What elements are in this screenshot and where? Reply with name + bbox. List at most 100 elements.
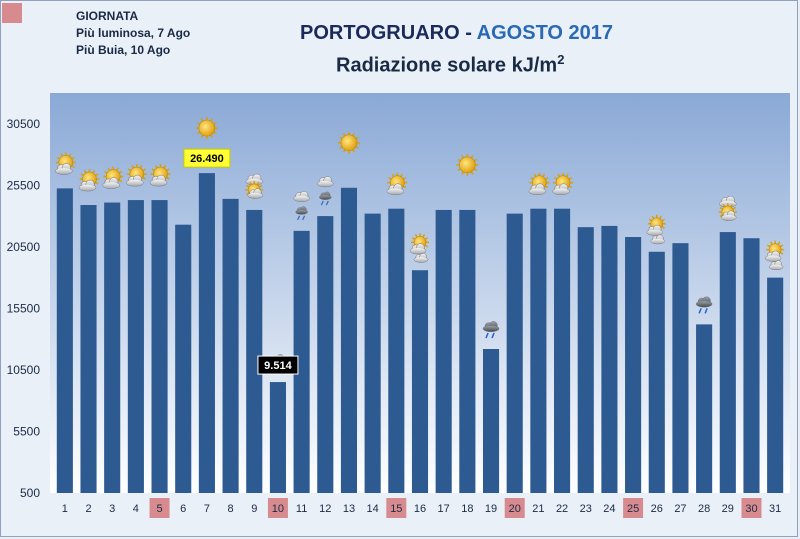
x-tick-label: 25	[627, 503, 639, 515]
y-tick-label: 15500	[7, 301, 41, 315]
bar-day-20	[506, 213, 523, 493]
cloud-rain-icon	[317, 176, 334, 206]
partly-cloudy-icon	[409, 233, 429, 263]
partly-sunny-icon	[126, 164, 147, 187]
bar-day-13	[340, 187, 358, 493]
x-tick-label: 7	[204, 503, 210, 515]
bar-day-28	[696, 324, 713, 493]
x-tick-label: 12	[319, 503, 331, 515]
x-tick-label: 13	[343, 503, 355, 515]
partly-cloudy-icon	[764, 240, 785, 271]
title-month: AGOSTO 2017	[476, 22, 614, 44]
x-tick-label: 4	[133, 503, 139, 515]
day-legend: GIORNATA Più luminosa, 7 Ago Più Buia, 1…	[76, 8, 190, 59]
highlight-day-marker	[149, 498, 170, 518]
bar-day-22	[554, 208, 571, 493]
x-tick-label: 24	[603, 503, 615, 515]
highlight-day-marker	[504, 498, 525, 518]
bar-day-18	[459, 209, 476, 493]
chart-title: PORTOGRUARO - AGOSTO 2017	[300, 22, 640, 45]
bar-day-9	[246, 209, 263, 493]
partly-sunny-icon	[149, 164, 171, 187]
legend-darkest-day: Più Buia, 10 Ago	[76, 43, 171, 57]
highlight-day-marker	[741, 498, 762, 518]
storm-cloud-icon	[482, 321, 500, 339]
sun-icon	[456, 153, 479, 176]
highlight-day-marker	[386, 498, 407, 518]
bar-day-17	[435, 209, 452, 493]
partly-sunny-icon	[386, 172, 408, 196]
bar-day-23	[577, 227, 594, 493]
bar-day-27	[672, 243, 689, 493]
bar-day-26	[648, 251, 665, 493]
bar-day-12	[317, 216, 334, 494]
bar-day-8	[222, 198, 239, 493]
highlight-legend-swatch	[2, 3, 22, 23]
x-tick-label: 14	[367, 503, 379, 515]
x-tick-label: 23	[580, 503, 592, 515]
x-tick-label: 3	[109, 503, 115, 515]
x-tick-label: 20	[509, 503, 521, 515]
sun-icon	[195, 117, 218, 140]
cloudy-icon	[718, 195, 737, 222]
legend-title: GIORNATA	[76, 9, 139, 23]
storm-cloud-icon	[695, 296, 713, 314]
bar-day-6	[175, 224, 192, 493]
bar-day-15	[388, 208, 405, 493]
partly-sunny-icon	[528, 172, 550, 196]
bar-day-10	[269, 382, 286, 493]
bar-day-30	[743, 238, 760, 493]
highlight-day-marker	[623, 498, 644, 518]
value-callout-label: 9.514	[264, 360, 292, 372]
y-tick-label: 30500	[7, 117, 41, 131]
y-tick-label: 20500	[7, 240, 41, 254]
cloudy-icon	[245, 173, 264, 199]
x-tick-label: 19	[485, 503, 497, 515]
bar-day-16	[411, 270, 429, 493]
value-callout-box	[257, 355, 299, 375]
x-tick-label: 15	[390, 503, 402, 515]
x-tick-label: 17	[438, 503, 450, 515]
sun-icon	[337, 131, 360, 154]
x-tick-label: 11	[296, 503, 307, 515]
x-tick-label: 27	[674, 503, 686, 515]
y-tick-label: 10500	[7, 363, 41, 377]
bar-day-25	[625, 237, 642, 493]
x-tick-label: 30	[745, 503, 757, 515]
x-tick-label: 8	[228, 503, 234, 515]
x-tick-label: 28	[698, 503, 710, 515]
bar-day-3	[104, 202, 121, 494]
bar-day-31	[767, 277, 784, 493]
partly-sunny-icon	[102, 166, 124, 189]
x-tick-label: 5	[156, 503, 162, 515]
bar-day-1	[56, 188, 73, 493]
partly-sunny-icon	[552, 172, 574, 196]
y-tick-label: 5500	[13, 424, 40, 438]
x-tick-label: 10	[272, 503, 284, 515]
y-tick-label: 500	[20, 486, 40, 500]
bar-day-2	[80, 205, 97, 493]
subtitle-exponent: 2	[557, 52, 565, 67]
x-tick-label: 26	[651, 503, 663, 515]
bar-day-24	[601, 225, 618, 493]
bar-day-11	[293, 230, 310, 493]
x-tick-label: 31	[769, 503, 781, 515]
x-tick-label: 29	[722, 503, 734, 515]
partly-cloudy-icon	[646, 214, 666, 245]
title-place: PORTOGRUARO -	[300, 22, 477, 44]
highlight-day-marker	[267, 498, 288, 518]
value-callout-box	[183, 148, 231, 168]
bar-day-14	[364, 213, 381, 493]
x-tick-label: 16	[414, 503, 426, 515]
x-tick-label: 2	[85, 503, 91, 515]
bar-day-5	[151, 200, 168, 494]
x-tick-label: 1	[62, 503, 68, 515]
value-callout-label: 26.490	[190, 153, 224, 165]
chart-subtitle: Radiazione solare kJ/m2	[336, 52, 564, 78]
legend-brightest-day: Più luminosa, 7 Ago	[76, 26, 191, 40]
x-tick-label: 22	[556, 503, 568, 515]
x-tick-label: 6	[180, 503, 186, 515]
bar-day-21	[530, 208, 547, 493]
partly-sunny-icon	[55, 152, 76, 175]
